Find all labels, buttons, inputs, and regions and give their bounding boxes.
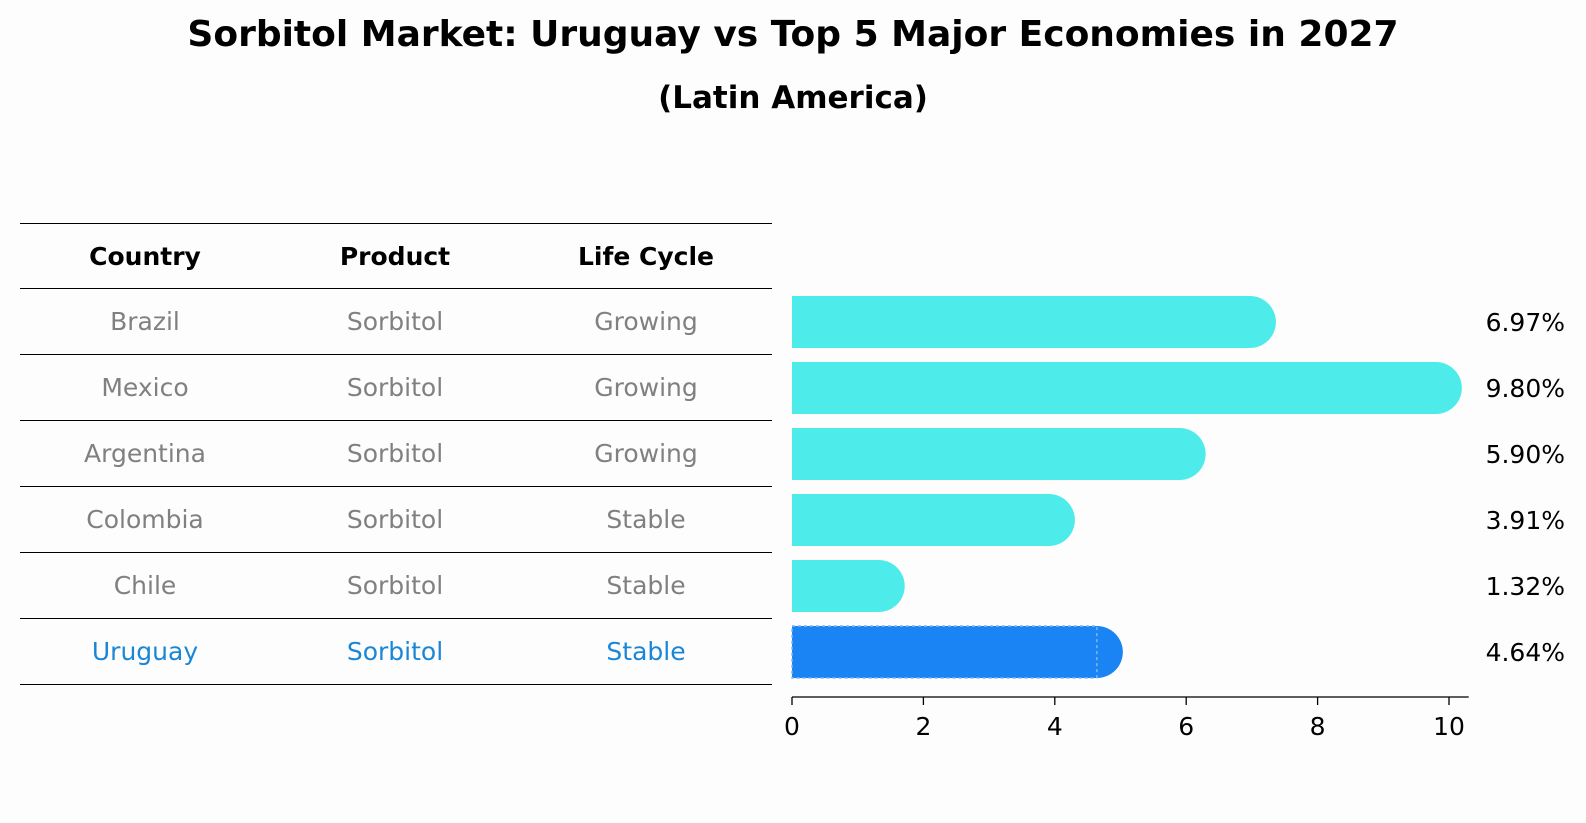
- country-cell: Argentina: [84, 439, 206, 468]
- data-label: 3.91%: [1486, 506, 1565, 535]
- data-label: 1.32%: [1486, 572, 1565, 601]
- country-cell: Brazil: [110, 307, 180, 336]
- x-tick-label: 4: [1047, 712, 1063, 741]
- product-cell: Sorbitol: [346, 571, 444, 600]
- product-cell: Sorbitol: [346, 307, 444, 336]
- table-row: Colombia Sorbitol Stable: [20, 487, 772, 553]
- data-label: 6.97%: [1486, 308, 1565, 337]
- country-cell: Colombia: [86, 505, 204, 534]
- table-header-row: Country Product Life Cycle: [20, 223, 772, 289]
- header-product: Product: [339, 241, 451, 271]
- life-cycle-cell: Growing: [594, 373, 698, 402]
- bar-cap-mexico: [1409, 362, 1462, 414]
- table-row-highlight: Uruguay Sorbitol Stable: [20, 619, 772, 685]
- country-cell: Mexico: [101, 373, 189, 402]
- bar-cap-brazil: [1223, 296, 1276, 348]
- x-tick-label: 0: [784, 712, 800, 741]
- product-cell: Sorbitol: [346, 505, 444, 534]
- country-cell: Uruguay: [91, 637, 199, 666]
- header-country: Country: [89, 241, 201, 271]
- bar-uruguay: [792, 626, 1097, 678]
- table-row: Brazil Sorbitol Growing: [20, 289, 772, 355]
- chart-subtitle: (Latin America): [658, 80, 928, 116]
- life-cycle-cell: Growing: [594, 307, 698, 336]
- bar-cap-argentina: [1153, 428, 1206, 480]
- table-row: Mexico Sorbitol Growing: [20, 355, 772, 421]
- bar-colombia: [792, 494, 1049, 546]
- x-tick-label: 8: [1310, 712, 1326, 741]
- data-label: 4.64%: [1486, 638, 1565, 667]
- bar-cap-chile: [852, 560, 905, 612]
- table-row: Argentina Sorbitol Growing: [20, 421, 772, 487]
- life-cycle-cell: Stable: [606, 637, 686, 666]
- product-cell: Sorbitol: [346, 439, 444, 468]
- bar-cap-colombia: [1022, 494, 1075, 546]
- country-cell: Chile: [113, 571, 177, 600]
- header-life-cycle: Life Cycle: [577, 241, 715, 271]
- product-cell: Sorbitol: [346, 373, 444, 402]
- life-cycle-cell: Stable: [606, 571, 686, 600]
- x-tick-label: 10: [1433, 712, 1465, 741]
- bar-brazil: [792, 296, 1250, 348]
- bar-mexico: [792, 362, 1436, 414]
- data-label: 5.90%: [1486, 440, 1565, 469]
- data-label: 9.80%: [1486, 374, 1565, 403]
- life-cycle-cell: Growing: [594, 439, 698, 468]
- x-tick-label: 2: [915, 712, 931, 741]
- bar-argentina: [792, 428, 1180, 480]
- life-cycle-cell: Stable: [606, 505, 686, 534]
- x-tick-label: 6: [1178, 712, 1194, 741]
- bar-highlight-outline: [791, 625, 1098, 679]
- product-cell: Sorbitol: [346, 637, 444, 666]
- chart-title: Sorbitol Market: Uruguay vs Top 5 Major …: [187, 14, 1399, 55]
- market-table: Country Product Life Cycle Brazil Sorbit…: [20, 223, 772, 685]
- table-row: Chile Sorbitol Stable: [20, 553, 772, 619]
